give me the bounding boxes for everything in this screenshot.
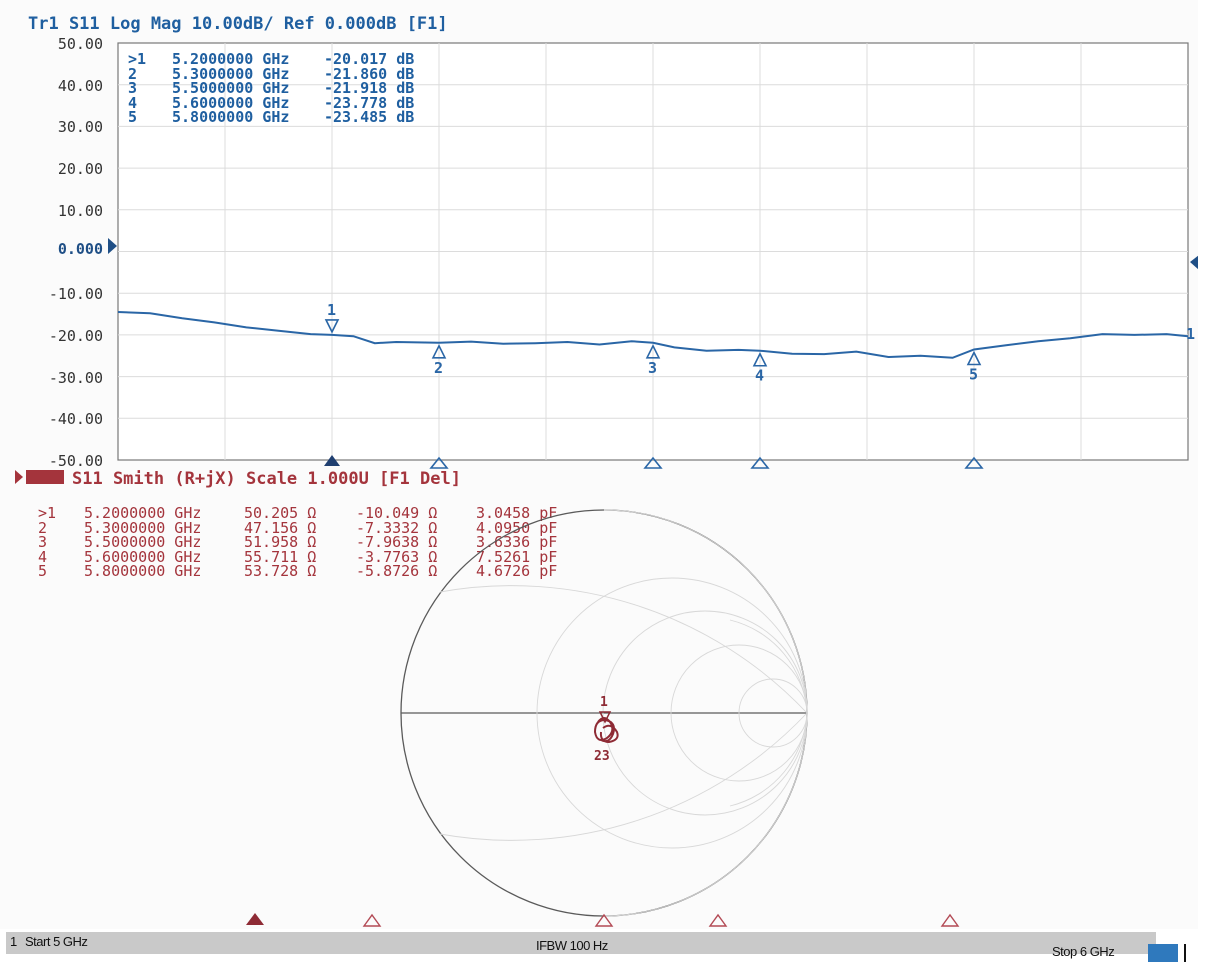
ref-level-left-icon bbox=[108, 238, 117, 254]
marker-frequency: 5.3000000 GHz bbox=[84, 518, 202, 537]
marker-frequency: 5.8000000 GHz bbox=[84, 562, 202, 580]
smith-r-circle bbox=[602, 610, 808, 816]
trace2-active-marker-icon bbox=[246, 913, 264, 925]
marker-frequency: 5.2000000 GHz bbox=[84, 504, 202, 522]
y-tick-label: -20.00 bbox=[48, 326, 103, 345]
marker-reactance: -5.8726 Ω bbox=[356, 562, 438, 580]
marker-indicator-icon bbox=[643, 456, 663, 469]
right-edge-bar bbox=[1198, 0, 1207, 964]
marker-id: 3 bbox=[38, 533, 48, 551]
status-bar-track bbox=[6, 932, 1156, 954]
smith-outer-circle bbox=[400, 509, 808, 917]
marker-indicator-icon bbox=[429, 456, 449, 469]
smith-x-arc bbox=[603, 712, 808, 917]
marker-id: 4 bbox=[38, 547, 48, 566]
smith-x-arc bbox=[439, 712, 808, 841]
y-tick-label: -30.00 bbox=[48, 368, 103, 387]
marker-2-tag: 2 bbox=[434, 359, 443, 377]
marker-3-icon bbox=[645, 344, 661, 359]
marker-value: -23.778 dB bbox=[324, 93, 415, 112]
trace1-marker-indicators bbox=[324, 455, 984, 469]
smith-r-circle bbox=[670, 644, 808, 782]
y-tick-label: -50.00 bbox=[48, 452, 103, 470]
marker-value: -20.017 dB bbox=[324, 50, 415, 68]
marker-frequency: 5.3000000 GHz bbox=[172, 64, 290, 83]
marker-id: 2 bbox=[38, 518, 48, 537]
trace2-indicator-icon[interactable] bbox=[15, 470, 23, 484]
marker-indicator-icon bbox=[750, 456, 770, 469]
marker-id: >1 bbox=[128, 50, 147, 68]
marker-indicator-icon bbox=[964, 456, 984, 469]
logmag-grid bbox=[117, 42, 1189, 461]
marker-5-tag: 5 bbox=[969, 365, 978, 383]
marker-4-tag: 4 bbox=[755, 367, 764, 385]
y-tick-label: 30.00 bbox=[57, 118, 103, 137]
y-tick-label: -10.00 bbox=[48, 285, 103, 304]
marker-4-icon bbox=[752, 351, 768, 367]
marker-resistance: 51.958 Ω bbox=[244, 533, 317, 551]
trace2-active-badge[interactable] bbox=[26, 470, 64, 484]
marker-frequency: 5.2000000 GHz bbox=[172, 50, 290, 68]
y-tick-label: 20.00 bbox=[57, 160, 103, 179]
marker-id: >1 bbox=[38, 504, 57, 522]
active-marker-indicator-icon bbox=[324, 455, 340, 466]
trace2-marker-icon bbox=[940, 913, 960, 927]
logmag-chart: 12 3 4 5 1 bbox=[108, 42, 1199, 469]
marker-frequency: 5.6000000 GHz bbox=[84, 547, 202, 566]
marker-resistance: 50.205 Ω bbox=[244, 504, 317, 522]
marker-value: -23.485 dB bbox=[324, 108, 415, 126]
marker-1-tag: 1 bbox=[327, 301, 336, 319]
marker-capacitance: 4.6726 pF bbox=[476, 562, 558, 580]
marker-frequency: 5.8000000 GHz bbox=[172, 108, 290, 126]
marker-resistance: 53.728 Ω bbox=[244, 562, 317, 580]
y-tick-label: -40.00 bbox=[48, 410, 103, 429]
status-bar-end-divider bbox=[1184, 944, 1186, 962]
marker-resistance: 55.711 Ω bbox=[244, 547, 317, 566]
marker-id: 2 bbox=[128, 64, 138, 83]
status-indicator-button[interactable] bbox=[1148, 944, 1178, 962]
marker-resistance: 47.156 Ω bbox=[244, 518, 317, 537]
marker-value: -21.918 dB bbox=[324, 79, 415, 97]
trace1-marker-tags: 1 2 3 4 5 bbox=[324, 301, 982, 385]
trace2-marker-icon bbox=[708, 913, 728, 927]
smith-trace bbox=[593, 717, 619, 744]
ref-level-right-icon bbox=[1190, 255, 1199, 270]
y-tick-label: 40.00 bbox=[57, 76, 103, 95]
stop-frequency[interactable]: Stop 6 GHz bbox=[1052, 944, 1115, 959]
smith-x-arc bbox=[729, 712, 808, 807]
trace1-header: Tr1 S11 Log Mag 10.00dB/ Ref 0.000dB [F1… bbox=[28, 14, 448, 34]
marker-frequency: 5.6000000 GHz bbox=[172, 93, 290, 112]
smith-marker-cluster-label: 23 bbox=[594, 749, 610, 764]
smith-marker-1-label: 1 bbox=[600, 695, 608, 710]
ifbw-setting[interactable]: IFBW 100 Hz bbox=[536, 938, 608, 953]
marker-3-tag: 3 bbox=[648, 359, 657, 377]
trace2-header: S11 Smith (R+jX) Scale 1.000U [F1 Del] bbox=[72, 469, 461, 489]
smith-r-circle bbox=[738, 678, 808, 748]
marker-id: 4 bbox=[128, 93, 138, 112]
trace1-line bbox=[117, 311, 1189, 359]
smith-x-arc bbox=[603, 509, 808, 714]
marker-5-icon bbox=[966, 350, 982, 366]
y-tick-label: 10.00 bbox=[57, 201, 103, 220]
trace2-marker-icon bbox=[594, 913, 614, 927]
marker-2-icon bbox=[431, 344, 447, 359]
marker-id: 3 bbox=[128, 79, 138, 97]
ref-level-label: 0.000 bbox=[57, 240, 103, 258]
channel-number: 1 bbox=[10, 934, 18, 949]
y-tick-label: 50.00 bbox=[57, 35, 103, 53]
start-frequency[interactable]: Start 5 GHz bbox=[25, 934, 88, 949]
marker-id: 5 bbox=[128, 108, 138, 126]
trace1-end-label: 1 bbox=[1186, 325, 1195, 343]
trace2-marker-icon bbox=[362, 913, 382, 927]
marker-id: 5 bbox=[38, 562, 48, 580]
smith-x-arc bbox=[729, 619, 808, 714]
smith-r-circle bbox=[536, 577, 808, 849]
marker-value: -21.860 dB bbox=[324, 64, 415, 83]
marker-1-icon bbox=[324, 319, 340, 334]
marker-frequency: 5.5000000 GHz bbox=[84, 533, 202, 551]
smith-x-arc bbox=[439, 585, 808, 714]
smith-marker-1-icon bbox=[598, 711, 612, 724]
marker-frequency: 5.5000000 GHz bbox=[172, 79, 290, 97]
